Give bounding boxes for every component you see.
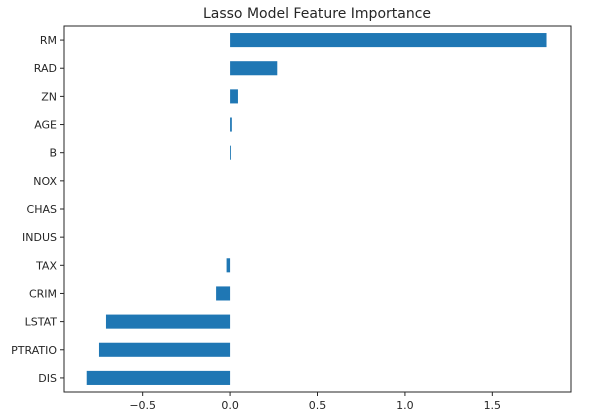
bar-crim	[216, 286, 231, 301]
bar-zn	[230, 89, 238, 104]
x-tick-label: 0.0	[221, 399, 239, 412]
y-tick-label-zn: ZN	[41, 90, 57, 103]
y-tick-label-age: AGE	[34, 119, 57, 132]
chart-title: Lasso Model Feature Importance	[203, 6, 431, 22]
x-axis: −0.5 0.0 0.5 1.0 1.5	[129, 392, 501, 412]
bar-ptratio	[98, 342, 231, 357]
x-tick-label: −0.5	[129, 399, 156, 412]
y-tick-label-crim: CRIM	[29, 287, 57, 300]
bar-dis	[86, 370, 231, 385]
y-axis: DIS PTRATIO LSTAT CRIM TAX INDUS CHAS NOX B AGE ZN…	[11, 34, 64, 385]
y-tick-label-chas: CHAS	[27, 203, 57, 216]
bar-b	[230, 145, 231, 160]
y-tick-label-rad: RAD	[34, 62, 57, 75]
y-tick-label-dis: DIS	[38, 372, 57, 385]
x-tick-label: 1.5	[484, 399, 502, 412]
y-tick-label-lstat: LSTAT	[25, 316, 58, 329]
bar-rm	[230, 33, 547, 48]
bars-group	[86, 33, 547, 385]
bar-tax	[226, 258, 231, 273]
y-tick-label-tax: TAX	[35, 259, 57, 272]
bar-rad	[230, 61, 278, 76]
bar-age	[230, 117, 232, 132]
y-tick-label-indus: INDUS	[22, 231, 57, 244]
axes-frame	[63, 25, 572, 393]
y-tick-label-ptratio: PTRATIO	[11, 344, 57, 357]
y-tick-label-rm: RM	[40, 34, 57, 47]
x-tick-label: 1.0	[396, 399, 414, 412]
y-tick-label-b: B	[49, 147, 57, 160]
y-tick-label-nox: NOX	[33, 175, 57, 188]
bar-lstat	[105, 314, 231, 329]
x-tick-label: 0.5	[309, 399, 327, 412]
